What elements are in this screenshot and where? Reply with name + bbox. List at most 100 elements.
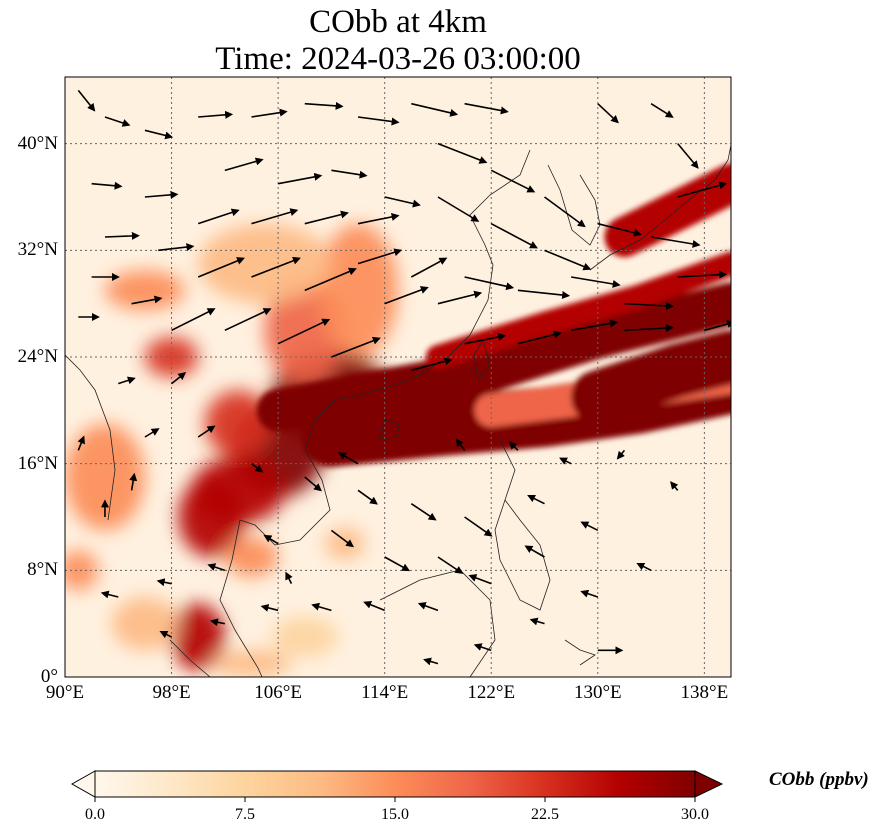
plume-streak-2 [425, 251, 731, 369]
gridlines [65, 77, 731, 677]
plume-3 [178, 477, 245, 557]
wind-arrow [411, 102, 459, 117]
plume-8 [198, 223, 332, 304]
wind-arrow [464, 333, 507, 345]
map-frame [64, 76, 732, 678]
wind-arrow [277, 172, 323, 185]
wind-arrow [529, 617, 545, 626]
wind-arrow [597, 222, 642, 237]
wind-arrow [517, 330, 563, 345]
wind-arrow [508, 441, 519, 451]
wind-arrow [118, 376, 136, 385]
wind-arrow [197, 257, 245, 278]
colorbar-label: CObb (ppbv) [769, 769, 869, 790]
plume-streak-5 [571, 330, 731, 424]
plume-17 [271, 617, 339, 657]
wind-arrow [144, 428, 160, 438]
wind-arrow [417, 602, 439, 612]
lat-tick-label: 8°N [27, 559, 58, 581]
wind-arrow [197, 425, 216, 438]
wind-arrow [524, 545, 545, 558]
wind-arrow [384, 196, 421, 208]
colorbar-tick-label: 15.0 [381, 806, 409, 823]
wind-arrow [277, 318, 331, 345]
colorbar-tick-label: 30.0 [681, 806, 709, 823]
wind-arrow [437, 142, 488, 164]
wind-arrow [357, 489, 378, 505]
wind-arrow [338, 452, 359, 465]
wind-arrow [677, 181, 728, 198]
wind-arrow [263, 534, 279, 545]
wind-vectors [77, 89, 731, 666]
wind-arrow [527, 494, 545, 505]
wind-arrow [104, 231, 140, 240]
wind-arrow [455, 438, 466, 451]
wind-arrow [357, 248, 403, 265]
wind-arrow [129, 472, 138, 491]
colorbar-gradient [94, 770, 696, 798]
wind-arrow [571, 276, 621, 288]
lon-tick-label: 130°E [573, 682, 622, 703]
wind-arrow [224, 157, 264, 172]
wind-arrow [207, 563, 226, 572]
wind-arrow [544, 196, 586, 228]
wind-arrow [171, 308, 216, 332]
wind-arrow [410, 257, 448, 278]
wind-arrow [131, 295, 163, 305]
wind-arrow [464, 102, 509, 115]
wind-arrow [357, 213, 400, 225]
wind-arrow [144, 190, 179, 199]
wind-arrow [158, 243, 195, 252]
wind-arrow [437, 556, 464, 574]
lat-tick-label: 32°N [17, 239, 58, 261]
plume-5 [204, 390, 272, 457]
wind-arrow [251, 208, 299, 225]
wind-arrow [624, 301, 674, 310]
lat-tick-label: 0° [40, 666, 58, 687]
wind-arrow [251, 256, 301, 278]
wind-arrow [104, 116, 131, 127]
wind-arrow [331, 169, 368, 179]
lon-tick-label: 98°E [152, 682, 191, 703]
wind-arrow [250, 463, 264, 473]
wind-arrow [490, 169, 536, 193]
map-title-line2: Time: 2024-03-26 03:00:00 [215, 41, 581, 77]
wind-arrow [331, 336, 381, 358]
wind-arrow [144, 129, 174, 140]
wind-arrow [616, 449, 626, 460]
colorbar-extend-max [694, 770, 724, 798]
wind-arrow [260, 604, 279, 612]
wind-arrow [209, 618, 225, 627]
wind-arrow [464, 516, 493, 537]
wind-arrow [650, 102, 674, 118]
wind-arrow [559, 457, 572, 465]
plume-16 [211, 650, 292, 677]
wind-arrow [304, 267, 357, 292]
wind-arrow [580, 521, 599, 532]
wind-arrow [197, 208, 240, 225]
wind-arrow [437, 290, 483, 305]
wind-arrow [490, 222, 538, 249]
lon-tick-label: 138°E [680, 682, 729, 703]
wind-arrow [650, 236, 701, 248]
wind-arrow [517, 289, 571, 299]
wind-arrow [156, 578, 172, 587]
wind-arrow [571, 319, 619, 332]
wind-arrow [304, 476, 322, 492]
wind-arrow [251, 108, 288, 118]
wind-arrow [100, 590, 119, 599]
lat-tick-label: 24°N [17, 346, 58, 367]
plume-15 [224, 537, 279, 577]
wind-arrow [437, 196, 480, 222]
colorbar-tick-label: 0.0 [85, 806, 105, 823]
wind-arrow [285, 571, 293, 585]
lon-tick-label: 106°E [254, 682, 302, 703]
wind-arrow [704, 320, 731, 332]
wind-arrow [410, 503, 437, 521]
colorbar-tick-label: 7.5 [235, 806, 255, 823]
wind-arrow [597, 103, 619, 124]
wind-arrow [411, 357, 453, 372]
lon-tick-label: 114°E [361, 682, 409, 703]
